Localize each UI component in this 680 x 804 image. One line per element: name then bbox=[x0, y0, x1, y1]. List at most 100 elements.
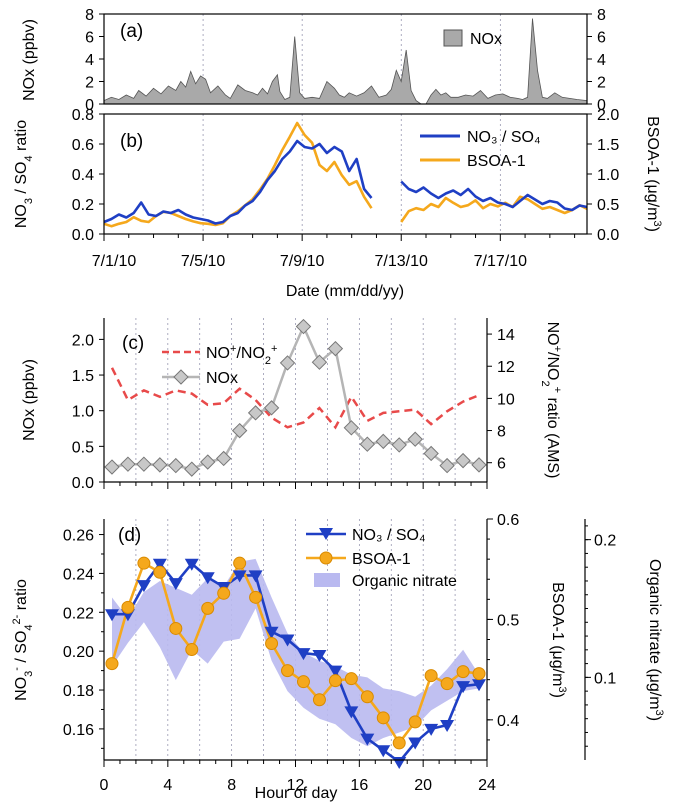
bsoa-diurnal-point-13 bbox=[312, 693, 326, 707]
nox-diurnal-point-7 bbox=[215, 450, 232, 467]
panel-d-ylabel: NO3- / SO42- ratio bbox=[11, 579, 35, 701]
panel-d-yticklabel-r2-1: 0.2 bbox=[594, 533, 616, 550]
panel-d-xticklabel-3: 12 bbox=[287, 777, 305, 794]
panel-d-yticklabel-r-0: 0.4 bbox=[497, 713, 519, 730]
panel-c-nox-diurnal: 0.0 0.5 1.0 1.5 2.0 6 8 10 12 14 (c) NO+/NO2+ NOx… bbox=[21, 318, 563, 492]
panel-b-yticklabel-3: 0.6 bbox=[72, 137, 94, 154]
panel-b-yticklabel-r-0: 0.0 bbox=[597, 227, 619, 244]
bsoa-diurnal-point-20 bbox=[424, 669, 438, 683]
panel-b-yticklabel-r-3: 1.5 bbox=[597, 137, 619, 154]
no3so4-diurnal-point-2 bbox=[136, 580, 151, 593]
panel-b-xticklabel-4: 7/17/10 bbox=[474, 253, 527, 270]
nox-diurnal-point-11 bbox=[279, 355, 296, 371]
bsoa-diurnal-point-18 bbox=[392, 736, 406, 750]
panel-d-xticklabel-0: 0 bbox=[100, 777, 109, 794]
bsoa-diurnal-point-21 bbox=[440, 677, 454, 691]
no3so4-diurnal-point-20 bbox=[424, 723, 439, 736]
bsoa-diurnal-point-10 bbox=[265, 637, 279, 651]
no3so4-diurnal-point-13 bbox=[312, 650, 327, 663]
legend-d-bsoa-marker bbox=[319, 551, 333, 565]
no3so4-timeseries-line-1 bbox=[400, 180, 588, 212]
nox-diurnal-point-6 bbox=[200, 454, 216, 470]
panel-d-yticklabel-2: 0.20 bbox=[63, 644, 94, 661]
panel-d-xticklabel-5: 20 bbox=[414, 777, 432, 794]
bsoa-diurnal-point-9 bbox=[249, 590, 263, 604]
bsoa-diurnal-point-16 bbox=[360, 690, 374, 704]
nox-diurnal-point-1 bbox=[120, 456, 136, 472]
panel-c-vertical-gridlines bbox=[135, 318, 456, 482]
bsoa-diurnal-line bbox=[110, 560, 480, 746]
nox-diurnal-point-5 bbox=[184, 461, 200, 477]
no3so4-diurnal-point-21 bbox=[440, 720, 455, 733]
nox-diurnal-point-16 bbox=[359, 436, 376, 452]
panel-d-yticklabel-3: 0.22 bbox=[63, 605, 94, 622]
legend-nox-c-label: NOx bbox=[206, 370, 238, 387]
panel-a-yticklabel-l-4: 8 bbox=[85, 7, 94, 24]
panel-c-series bbox=[104, 318, 487, 477]
panel-a-label: (a) bbox=[120, 21, 143, 42]
bsoa-diurnal-point-0 bbox=[105, 657, 119, 671]
panel-a-yticklabel-l-1: 2 bbox=[85, 75, 94, 92]
no3so4-diurnal-point-18 bbox=[392, 756, 407, 769]
bsoa-diurnal-point-19 bbox=[408, 715, 422, 729]
panel-b-yticklabel-0: 0.0 bbox=[72, 227, 94, 244]
nox-diurnal-point-22 bbox=[455, 452, 471, 469]
panel-b-yticklabel-1: 0.2 bbox=[72, 197, 94, 214]
panel-d-yticklabel-r-2: 0.6 bbox=[497, 512, 519, 529]
panel-d-ticks: 0.160.180.200.220.240.260.40.50.60.10.20… bbox=[63, 512, 616, 794]
nox-diurnal-point-15 bbox=[343, 420, 360, 436]
panel-d-xticklabel-2: 8 bbox=[227, 777, 236, 794]
nox-diurnal-point-3 bbox=[152, 457, 168, 473]
panel-d-label: (d) bbox=[118, 525, 141, 546]
no3so4-diurnal-point-14 bbox=[328, 665, 343, 678]
panel-c-ylabel-right: NO+/NO2+ ratio (AMS) bbox=[539, 322, 563, 479]
bsoa-diurnal-point-4 bbox=[169, 621, 183, 635]
panel-c-ticks: 0.0 0.5 1.0 1.5 2.0 6 8 10 12 14 bbox=[72, 327, 515, 492]
panel-d-ylabel-right: BSOA-1 (μg/m3) bbox=[549, 582, 568, 698]
legend-nox-swatch bbox=[443, 29, 463, 47]
no3so4-diurnal-point-0 bbox=[104, 609, 119, 622]
bsoa-diurnal-point-6 bbox=[201, 601, 215, 615]
bsoa-diurnal-point-3 bbox=[153, 565, 167, 579]
panel-a-yticklabel-r-2: 4 bbox=[597, 52, 606, 69]
panel-c-yticklabel-r-3: 12 bbox=[497, 359, 515, 376]
panel-d-xticklabel-1: 4 bbox=[163, 777, 172, 794]
panel-b-ylabel-right: BSOA-1 (μg/m3) bbox=[644, 116, 663, 232]
panel-d-yticklabel-1: 0.18 bbox=[63, 683, 94, 700]
bsoa-diurnal-point-7 bbox=[217, 586, 231, 600]
panel-b-series-lines bbox=[103, 121, 588, 228]
panel-b-yticklabel-r-2: 1.0 bbox=[597, 167, 619, 184]
panel-a-yticklabel-r-4: 8 bbox=[597, 7, 606, 24]
nox-diurnal-point-23 bbox=[471, 457, 487, 473]
panel-b-label: (b) bbox=[120, 131, 143, 152]
panel-d-xticklabel-4: 16 bbox=[350, 777, 368, 794]
legend-d-no3so4-label: NO₃ / SO₄ bbox=[352, 527, 426, 544]
no3so4-diurnal-point-8 bbox=[232, 570, 247, 583]
legend-nox-label: NOx bbox=[470, 31, 502, 48]
bsoa-diurnal-point-8 bbox=[233, 556, 247, 570]
bsoa-diurnal-point-17 bbox=[376, 711, 390, 725]
panel-d-yticklabel-0: 0.16 bbox=[63, 722, 94, 739]
nox-diurnal-point-13 bbox=[311, 354, 328, 370]
nox-diurnal-point-8 bbox=[231, 422, 248, 439]
panel-c-label: (c) bbox=[122, 333, 144, 354]
no3so4-diurnal-point-5 bbox=[184, 558, 199, 571]
panel-b-xticklabel-2: 7/9/10 bbox=[280, 253, 325, 270]
panel-a-yticklabel-l-2: 4 bbox=[85, 52, 94, 69]
panel-a-yticklabel-l-3: 6 bbox=[85, 30, 94, 47]
panel-a-yticklabel-r-1: 2 bbox=[597, 75, 606, 92]
no3so4-diurnal-point-22 bbox=[456, 681, 471, 694]
panel-a-yticklabel-r-0: 0 bbox=[597, 97, 606, 114]
nox-diurnal-point-2 bbox=[136, 456, 152, 472]
panel-c-yticklabel-3: 1.5 bbox=[72, 368, 94, 385]
panel-d-ratio-diurnal: 0.160.180.200.220.240.260.40.50.60.10.20… bbox=[11, 512, 665, 802]
panel-b-yticklabel-4: 0.8 bbox=[72, 107, 94, 124]
legend-d-bsoa-label: BSOA-1 bbox=[352, 551, 411, 568]
panel-a-yticklabel-r-3: 6 bbox=[597, 30, 606, 47]
no-ratio-line bbox=[110, 367, 480, 430]
bsoa-diurnal-point-2 bbox=[137, 556, 151, 570]
no3so4-diurnal-point-19 bbox=[408, 737, 423, 750]
panel-d-yticklabel-4: 0.24 bbox=[63, 566, 94, 583]
nox-diurnal-point-20 bbox=[423, 445, 439, 462]
